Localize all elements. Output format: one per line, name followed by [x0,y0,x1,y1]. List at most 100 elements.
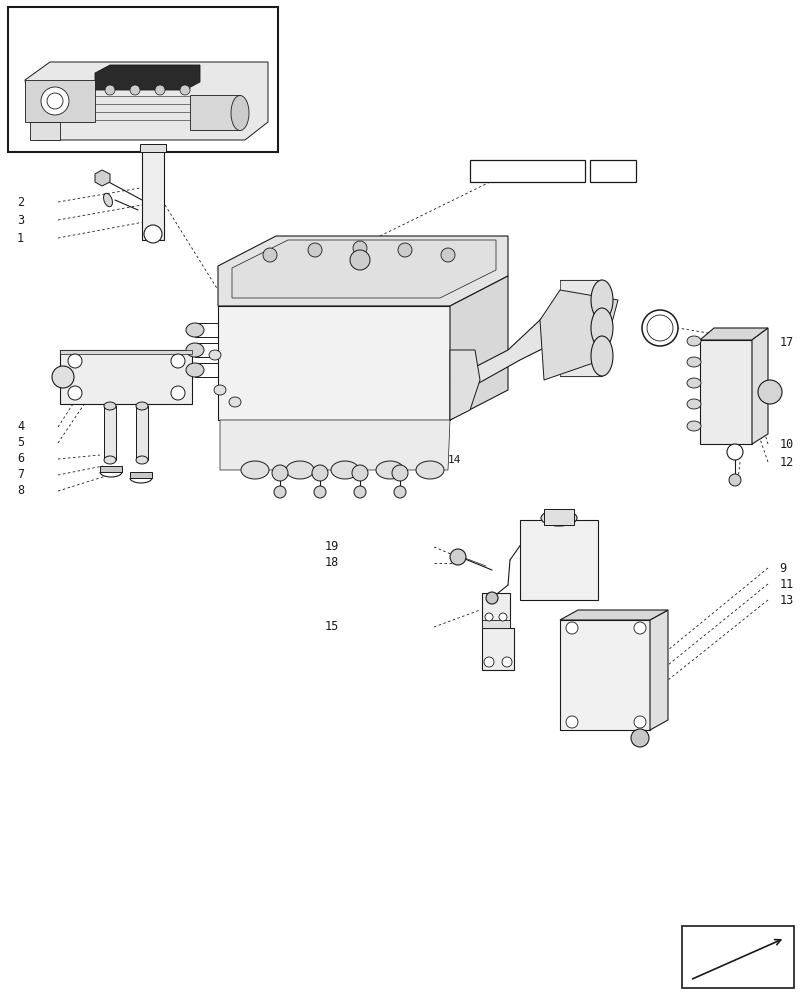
Circle shape [353,241,367,255]
Bar [8,7,278,152]
Text: 4: 4 [17,420,24,434]
Circle shape [171,386,185,400]
Ellipse shape [214,385,226,395]
Polygon shape [540,290,618,380]
Ellipse shape [541,510,577,526]
Ellipse shape [591,280,613,320]
Circle shape [105,85,115,95]
Circle shape [631,729,649,747]
Circle shape [450,549,466,565]
Text: 16: 16 [606,164,620,178]
Ellipse shape [186,363,204,377]
Circle shape [312,465,328,481]
Circle shape [68,386,82,400]
Polygon shape [450,276,508,420]
Text: 1.82.7/08A: 1.82.7/08A [492,164,563,178]
Bar [544,509,574,525]
Text: 14: 14 [448,455,461,465]
Polygon shape [25,62,268,140]
Ellipse shape [687,357,701,367]
Circle shape [484,657,494,667]
Circle shape [314,486,326,498]
Text: 18: 18 [325,556,339,570]
Text: 6: 6 [17,452,24,466]
Polygon shape [450,300,560,388]
Ellipse shape [687,399,701,409]
Circle shape [144,225,162,243]
Bar [482,628,514,670]
Polygon shape [650,610,668,730]
Circle shape [47,93,63,109]
Circle shape [354,486,366,498]
Ellipse shape [591,308,613,348]
Bar [140,144,166,152]
Ellipse shape [209,350,221,360]
Circle shape [171,354,185,368]
Text: 17: 17 [780,336,794,350]
Polygon shape [560,620,650,730]
Circle shape [130,85,140,95]
Circle shape [499,613,507,621]
Bar [482,620,510,628]
Polygon shape [450,350,480,420]
Circle shape [52,366,74,388]
Bar [560,336,602,376]
Ellipse shape [104,402,116,410]
Text: 9: 9 [780,562,787,574]
Circle shape [41,87,69,115]
Circle shape [263,248,277,262]
Circle shape [566,716,578,728]
Bar [520,520,598,600]
Bar [560,308,602,348]
Ellipse shape [591,336,613,376]
Circle shape [502,657,512,667]
Ellipse shape [136,456,148,464]
Ellipse shape [186,323,204,337]
Polygon shape [700,328,768,340]
Text: 5: 5 [17,436,24,450]
Circle shape [758,380,782,404]
Circle shape [727,444,743,460]
Circle shape [392,465,408,481]
Ellipse shape [231,96,249,130]
Ellipse shape [286,461,314,479]
Circle shape [180,85,190,95]
Circle shape [566,622,578,634]
Polygon shape [25,80,95,122]
Bar [682,926,794,988]
Polygon shape [130,472,152,478]
Bar [104,406,116,460]
Ellipse shape [186,343,204,357]
Bar [142,150,164,240]
Ellipse shape [229,397,241,407]
Text: 15: 15 [325,620,339,634]
Circle shape [398,243,412,257]
Text: 7: 7 [17,468,24,482]
Text: 13: 13 [780,593,794,606]
Ellipse shape [103,193,112,207]
Polygon shape [60,350,192,354]
Polygon shape [30,122,60,140]
Ellipse shape [687,378,701,388]
Circle shape [272,465,288,481]
Circle shape [274,486,286,498]
Circle shape [394,486,406,498]
Bar [560,280,602,320]
Polygon shape [560,610,668,620]
Circle shape [486,592,498,604]
Polygon shape [100,466,122,472]
Bar [590,160,636,182]
Circle shape [350,250,370,270]
Circle shape [352,465,368,481]
Text: 11: 11 [780,578,794,590]
Text: 1: 1 [17,232,24,244]
Text: 8: 8 [17,485,24,497]
Ellipse shape [687,336,701,346]
Polygon shape [220,420,450,470]
Circle shape [68,354,82,368]
Polygon shape [218,306,450,420]
Bar [482,593,510,628]
Ellipse shape [136,402,148,410]
Polygon shape [752,328,768,444]
Ellipse shape [416,461,444,479]
